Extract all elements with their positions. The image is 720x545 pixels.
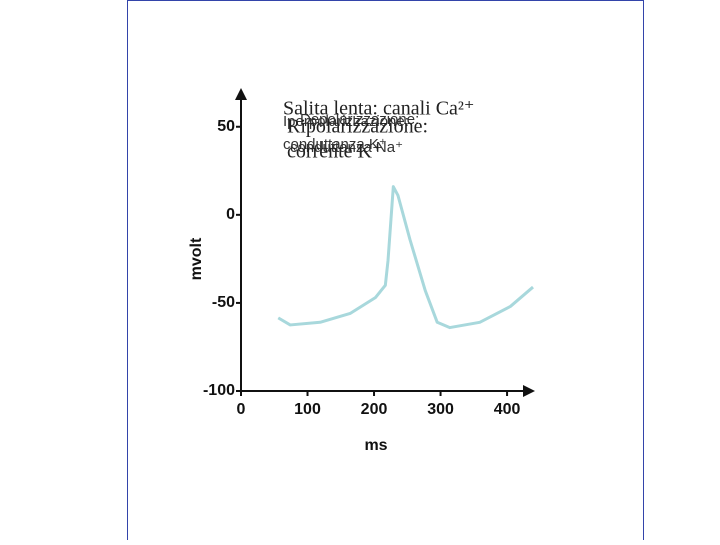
annotation: Iperpolarizzazione: — [283, 113, 409, 130]
y-tick-label: -50 — [212, 294, 235, 311]
x-axis-label: ms — [364, 437, 387, 454]
y-axis-arrow — [235, 88, 247, 100]
y-tick-label: -100 — [203, 382, 235, 399]
annotation: Salita lenta: canali Ca²⁺ — [283, 98, 474, 120]
annotation: Ripolarizzazione: — [287, 116, 428, 138]
x-tick-label: 100 — [294, 401, 321, 418]
y-tick-label: 50 — [217, 118, 235, 135]
x-tick-label: 400 — [494, 401, 521, 418]
y-axis-label: mvolt — [188, 237, 205, 280]
annotation: corrente K⁺ — [287, 141, 383, 163]
data-line — [277, 185, 534, 330]
x-tick-label: 200 — [361, 401, 388, 418]
x-tick-label: 300 — [427, 401, 454, 418]
x-axis-arrow — [523, 385, 535, 397]
annotation: conduttanza K⁺ — [283, 136, 387, 153]
y-tick-label: 0 — [226, 206, 235, 223]
annotation: Depolarizzazione: — [300, 111, 419, 128]
annotation: conduttanza Na⁺ — [290, 139, 403, 156]
x-tick-label: 0 — [237, 401, 246, 418]
